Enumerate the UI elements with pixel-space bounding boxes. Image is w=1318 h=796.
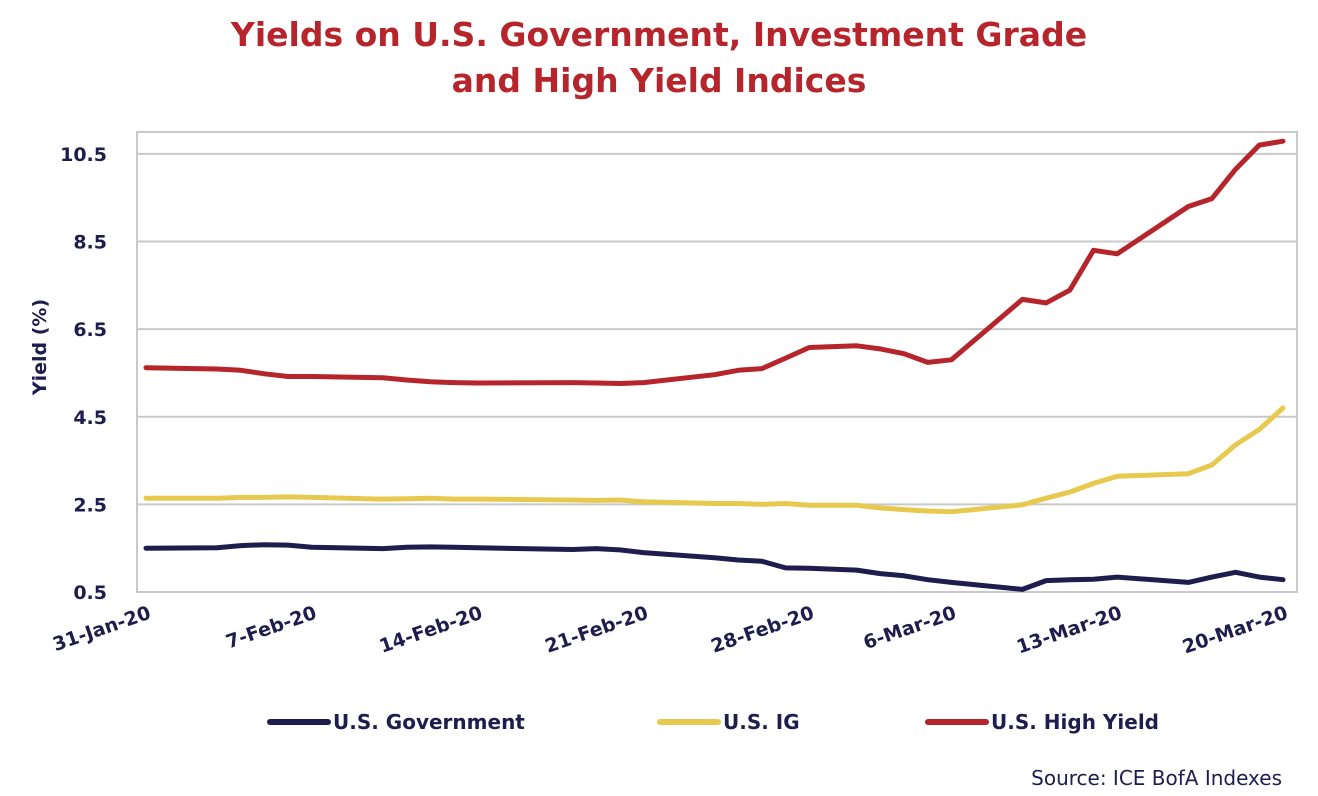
y-tick-label: 4.5: [73, 407, 107, 429]
y-tick-label: 8.5: [73, 232, 107, 254]
x-tick-label: 7-Feb-20: [223, 602, 319, 653]
x-tick-label: 21-Feb-20: [542, 602, 651, 658]
series-line-2: [143, 138, 1286, 386]
y-axis-label: Yield (%): [29, 299, 51, 396]
x-tick-label: 13-Mar-20: [1014, 602, 1125, 659]
plot-area-frame: [136, 131, 1298, 593]
x-tick-label: 14-Feb-20: [377, 602, 486, 658]
x-tick-label: 6-Mar-20: [861, 602, 959, 654]
legend-label: U.S. IG: [723, 710, 800, 734]
series-lines: [143, 138, 1286, 592]
chart-title-line-2: and High Yield Indices: [451, 61, 867, 100]
legend-label: U.S. High Yield: [991, 710, 1159, 734]
chart-title-line-1: Yields on U.S. Government, Investment Gr…: [230, 15, 1088, 54]
y-tick-label: 2.5: [73, 494, 107, 516]
series-line-1: [143, 405, 1286, 515]
series-line-0: [143, 542, 1286, 592]
chart-title: Yields on U.S. Government, Investment Gr…: [0, 12, 1318, 104]
y-tick-label: 6.5: [73, 319, 107, 341]
legend: U.S. Government U.S. IG U.S. High Yield: [267, 710, 1159, 734]
x-tick-label: 28-Feb-20: [708, 602, 817, 658]
x-axis-ticks: 31-Jan-20 7-Feb-20 14-Feb-20 21-Feb-20 28-Fe…: [50, 602, 1291, 659]
y-tick-label: 0.5: [73, 582, 107, 604]
x-tick-label: 20-Mar-20: [1180, 602, 1291, 659]
y-tick-label: 10.5: [60, 144, 107, 166]
x-tick-label: 31-Jan-20: [50, 602, 154, 656]
y-axis-ticks: 0.5 2.5 4.5 6.5 8.5 10.5: [60, 144, 107, 604]
legend-label: U.S. Government: [333, 710, 525, 734]
source-note: Source: ICE BofA Indexes: [1031, 766, 1282, 790]
